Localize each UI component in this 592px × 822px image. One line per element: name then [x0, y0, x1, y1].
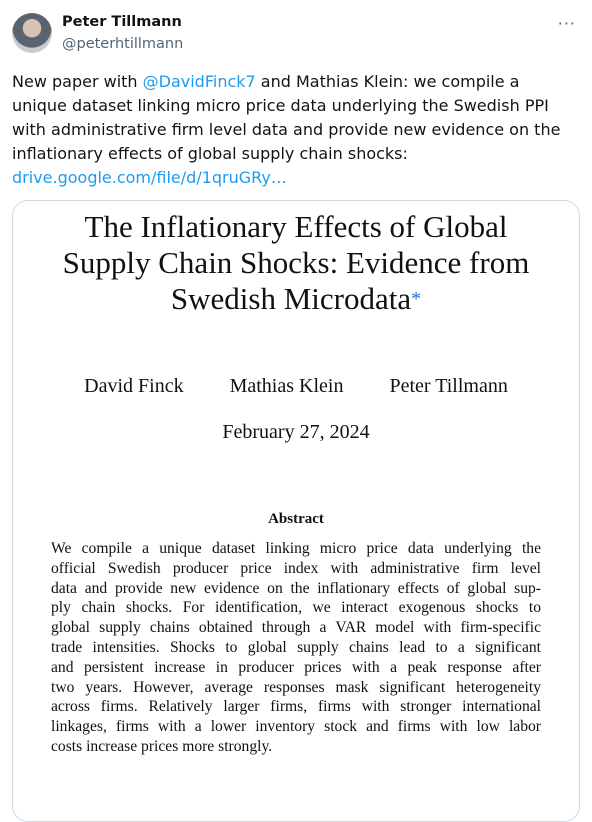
date: February 27, 2024 [222, 421, 370, 443]
abstract-heading: Abstract [268, 511, 324, 527]
author-name[interactable]: Peter Tillmann [62, 14, 182, 30]
paper-title: The Inflationary Effects of Global Suppl… [13, 209, 579, 317]
author: David Finck [84, 375, 184, 397]
title-line: The Inflationary Effects of Global [84, 209, 508, 244]
abstract: We compile a unique dataset linking micr… [51, 539, 541, 757]
abstract-line: ply chain shocks. For identification, we… [51, 599, 541, 617]
abstract-line: two years. However, average responses ma… [51, 678, 541, 696]
avatar[interactable] [12, 13, 52, 53]
abstract-line: We compile a unique dataset linking micr… [51, 540, 541, 557]
abstract-line: data and provide new evidence on the inf… [51, 579, 541, 597]
abstract-line: across firms. Relatively larger firms, f… [51, 698, 541, 716]
title-line-wrap: Swedish Microdata* [13, 281, 579, 317]
abstract-line: official Swedish producer price index wi… [51, 559, 541, 577]
media-card[interactable]: The Inflationary Effects of Global Suppl… [12, 200, 580, 822]
abstract-line: global supply chains obtained through a … [51, 619, 541, 637]
abstract-line: costs increase prices more strongly. [51, 737, 273, 755]
title-line: Swedish Microdata [170, 281, 412, 316]
abstract-line: linkages, firms with a lower inventory s… [51, 718, 541, 736]
more-menu[interactable]: ··· [557, 14, 576, 33]
title-line: Supply Chain Shocks: Evidence from [62, 245, 530, 280]
link[interactable]: drive.google.com/file/d/1qruGRy… [12, 168, 287, 187]
footnote-mark: * [411, 288, 422, 310]
authors: David Finck Mathias Klein Peter Tillmann [13, 375, 579, 398]
tweet-text: New paper with @DavidFinck7 and Mathias … [12, 70, 572, 190]
abstract-line: trade intensities. Shocks to global supp… [51, 638, 541, 656]
author: Mathias Klein [229, 375, 344, 397]
text: and Mathias Klein: we compile a unique d… [12, 72, 561, 163]
mention[interactable]: @DavidFinck7 [142, 72, 256, 91]
author: Peter Tillmann [389, 375, 508, 397]
author-handle[interactable]: @peterhtillmann [62, 36, 184, 52]
text: New paper with [12, 72, 143, 91]
abstract-line: and persistent increase in producer pric… [51, 658, 541, 676]
page: Peter Tillmann @peterhtillmann ··· New p… [12, 13, 580, 822]
